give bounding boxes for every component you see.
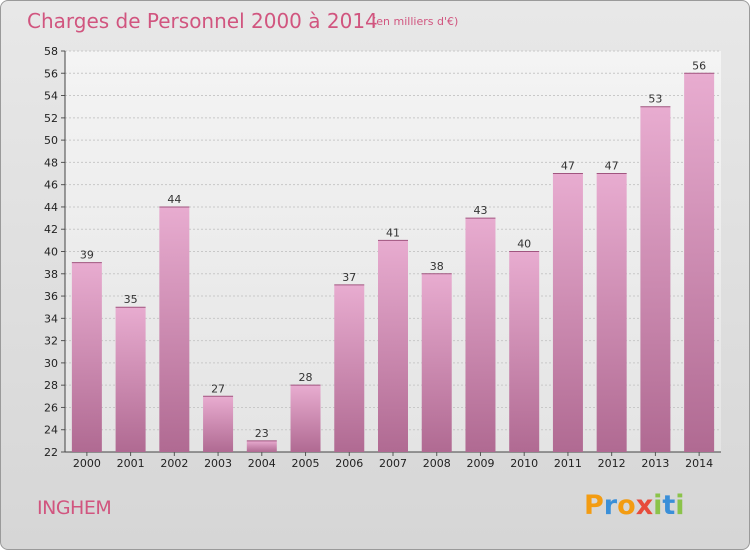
logo-letter: t — [662, 490, 676, 521]
bar — [334, 284, 365, 452]
y-tick-label: 50 — [44, 134, 58, 147]
x-tick-label: 2000 — [73, 457, 101, 470]
bar — [290, 385, 321, 452]
data-label: 35 — [124, 293, 138, 306]
logo-letter: o — [617, 490, 636, 521]
y-tick-label: 34 — [44, 312, 58, 325]
y-tick-label: 56 — [44, 67, 58, 80]
data-label: 53 — [648, 93, 662, 106]
data-label: 38 — [430, 260, 444, 273]
data-label: 37 — [342, 271, 356, 284]
y-tick-label: 46 — [44, 179, 58, 192]
logo-letter: i — [653, 490, 663, 521]
y-tick-label: 36 — [44, 290, 58, 303]
data-label: 47 — [605, 160, 619, 173]
x-tick-label: 2001 — [117, 457, 145, 470]
y-tick-label: 26 — [44, 401, 58, 414]
x-tick-label: 2003 — [204, 457, 232, 470]
data-label: 39 — [80, 249, 94, 262]
y-tick-label: 40 — [44, 246, 58, 259]
logo-letter: x — [635, 490, 654, 521]
y-tick-label: 42 — [44, 223, 58, 236]
logo-letter: i — [675, 490, 685, 521]
logo-letter: P — [584, 490, 604, 521]
data-label: 44 — [167, 193, 181, 206]
bar — [684, 73, 715, 453]
x-tick-label: 2009 — [466, 457, 494, 470]
y-tick-label: 52 — [44, 112, 58, 125]
x-tick-label: 2014 — [685, 457, 713, 470]
bar — [596, 173, 627, 452]
x-tick-label: 2006 — [335, 457, 363, 470]
data-label: 27 — [211, 382, 225, 395]
y-tick-label: 24 — [44, 424, 58, 437]
data-label: 28 — [299, 371, 313, 384]
bar — [159, 206, 190, 452]
data-label: 47 — [561, 160, 575, 173]
x-tick-label: 2010 — [510, 457, 538, 470]
x-tick-label: 2013 — [641, 457, 669, 470]
bar — [509, 251, 540, 452]
chart-subtitle: (en milliers d'€) — [372, 15, 459, 28]
bar — [203, 396, 234, 452]
data-label: 43 — [473, 204, 487, 217]
data-label: 40 — [517, 238, 531, 251]
y-tick-label: 58 — [44, 45, 58, 58]
y-tick-label: 38 — [44, 268, 58, 281]
y-tick-label: 28 — [44, 379, 58, 392]
y-tick-label: 44 — [44, 201, 58, 214]
bar — [421, 273, 452, 452]
bar — [465, 218, 496, 452]
bar — [640, 106, 671, 452]
y-tick-label: 22 — [44, 446, 58, 459]
bar — [378, 240, 408, 452]
data-label: 23 — [255, 427, 269, 440]
bar — [246, 440, 277, 452]
logo-letter: r — [603, 490, 618, 521]
data-label: 56 — [692, 59, 706, 72]
y-tick-label: 48 — [44, 156, 58, 169]
x-tick-label: 2004 — [248, 457, 276, 470]
bar — [115, 307, 146, 452]
y-tick-label: 32 — [44, 335, 58, 348]
x-tick-label: 2012 — [598, 457, 626, 470]
chart-title: Charges de Personnel 2000 à 2014 — [27, 9, 378, 33]
y-tick-label: 54 — [44, 90, 58, 103]
bar — [552, 173, 583, 452]
bar — [71, 262, 102, 452]
data-label: 41 — [386, 226, 400, 239]
x-tick-label: 2007 — [379, 457, 407, 470]
y-tick-label: 30 — [44, 357, 58, 370]
x-tick-label: 2002 — [160, 457, 188, 470]
place-name: INGHEM — [37, 497, 112, 519]
x-tick-label: 2011 — [554, 457, 582, 470]
x-tick-label: 2008 — [423, 457, 451, 470]
x-tick-label: 2005 — [292, 457, 320, 470]
